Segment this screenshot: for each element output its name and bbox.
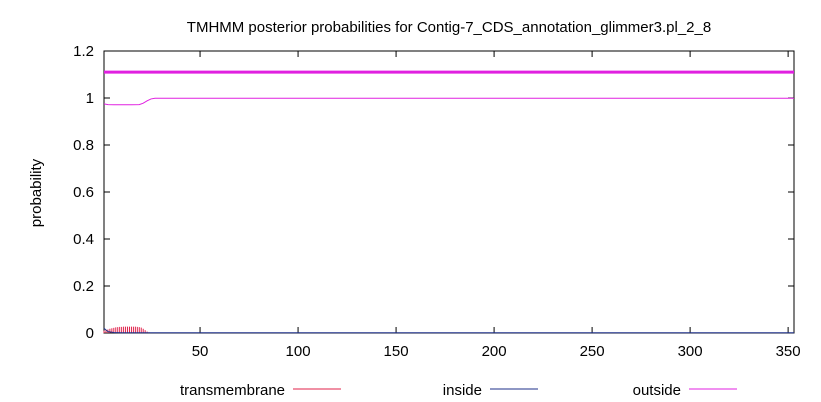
legend-label-transmembrane: transmembrane bbox=[180, 382, 285, 399]
chart-title: TMHMM posterior probabilities for Contig… bbox=[187, 19, 711, 36]
x-tick-label: 150 bbox=[384, 343, 409, 360]
y-tick-label: 0.8 bbox=[73, 137, 94, 154]
legend-label-inside: inside bbox=[443, 382, 482, 399]
x-tick-label: 100 bbox=[286, 343, 311, 360]
x-tick-label: 350 bbox=[776, 343, 801, 360]
series-inside-line bbox=[103, 327, 794, 334]
series-outside-line bbox=[103, 97, 794, 106]
y-axis-label: probability bbox=[28, 158, 45, 227]
y-tick-label: 0.6 bbox=[73, 184, 94, 201]
y-tick-label: 0 bbox=[86, 325, 94, 342]
x-tick-label: 300 bbox=[678, 343, 703, 360]
x-tick-label: 200 bbox=[482, 343, 507, 360]
legend: transmembrane inside outside bbox=[180, 382, 737, 399]
plot-area: 0 0.2 0.4 0.6 0.8 1 1.2 50 100 150 200 250 300 350 bbox=[73, 43, 800, 360]
x-tick-label: 50 bbox=[192, 343, 209, 360]
legend-label-outside: outside bbox=[633, 382, 681, 399]
plot-frame bbox=[103, 50, 795, 334]
y-tick-label: 1.2 bbox=[73, 43, 94, 60]
x-tick-label: 250 bbox=[580, 343, 605, 360]
y-tick-label: 0.2 bbox=[73, 278, 94, 295]
y-tick-label: 0.4 bbox=[73, 231, 94, 248]
y-tick-label: 1 bbox=[86, 90, 94, 107]
